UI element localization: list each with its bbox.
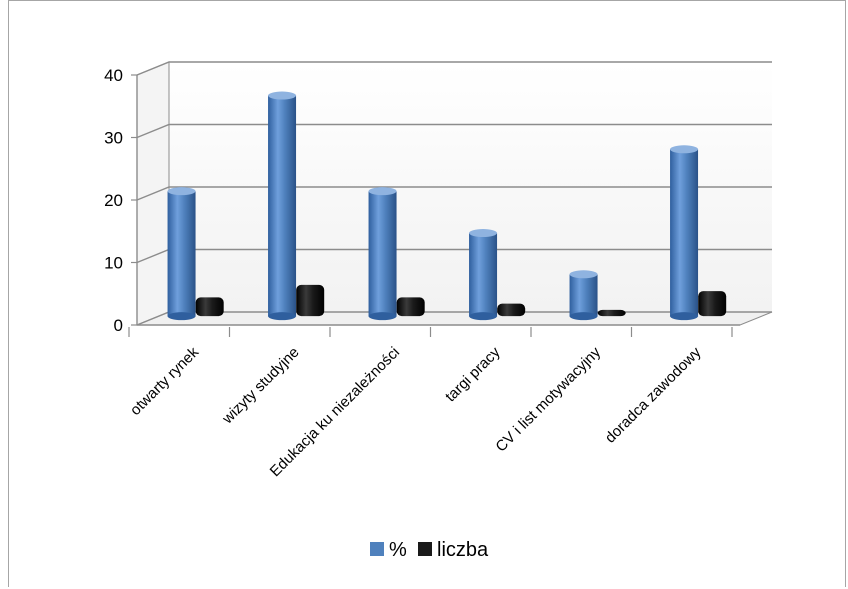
- y-tick-label: 10: [104, 254, 123, 273]
- bar: [497, 303, 526, 317]
- bar: [569, 270, 598, 321]
- legend: % liczba: [370, 539, 489, 561]
- bar-bottom: [670, 312, 699, 321]
- y-tick-label: 40: [104, 66, 123, 85]
- bar-bottom: [368, 312, 397, 321]
- bar-body: [670, 149, 699, 317]
- chart-frame: [8, 0, 846, 587]
- bar: [396, 297, 425, 317]
- x-tick-label: wizyty studyjne: [219, 344, 303, 428]
- y-tick-label: 0: [114, 316, 123, 335]
- bar-bottom: [469, 312, 498, 321]
- bar-top: [268, 91, 297, 100]
- bar-top: [368, 187, 397, 196]
- legend-swatch: [418, 542, 432, 556]
- bar-top: [670, 145, 699, 154]
- bar: [469, 229, 498, 321]
- bar-body: [368, 191, 397, 317]
- x-tick-label: CV i list motywacyjny: [492, 343, 604, 455]
- gridline: [136, 123, 772, 139]
- x-tick-label: otwarty rynek: [127, 343, 202, 418]
- x-tick-label: doradca zawodowy: [602, 343, 705, 446]
- legend-label: %: [389, 539, 407, 561]
- gridline: [136, 186, 772, 201]
- legend-item: %: [370, 539, 407, 561]
- bar-body: [497, 303, 526, 317]
- bar-top: [167, 187, 196, 196]
- bar: [670, 145, 699, 321]
- bar-body: [698, 291, 727, 317]
- bar: [698, 291, 727, 317]
- bar: [597, 309, 626, 317]
- legend-swatch: [370, 542, 384, 556]
- y-tick-label: 30: [104, 129, 123, 148]
- bar: [268, 91, 297, 321]
- bar-body: [268, 95, 297, 317]
- bar-bottom: [569, 312, 598, 321]
- y-tick-label: 20: [104, 191, 123, 210]
- bar-top: [569, 270, 598, 279]
- bar-body: [167, 191, 196, 317]
- bar-body: [569, 274, 598, 317]
- bars: [167, 91, 727, 321]
- bar: [368, 187, 397, 321]
- bar-bottom: [167, 312, 196, 321]
- bar-top: [469, 229, 498, 238]
- gridline: [136, 61, 772, 76]
- bar-bottom: [268, 312, 297, 321]
- bar-body: [296, 284, 325, 317]
- legend-label: liczba: [437, 539, 489, 561]
- y-axis: 0 10 20 30 40: [104, 66, 138, 335]
- bar-body: [469, 233, 498, 317]
- legend-item: liczba: [418, 539, 489, 561]
- bar: [195, 297, 224, 317]
- x-tick-label: targi pracy: [442, 343, 504, 405]
- bar-body: [396, 297, 425, 317]
- bar: [167, 187, 196, 321]
- bar-body: [597, 309, 626, 317]
- bar-body: [195, 297, 224, 317]
- bar: [296, 284, 325, 317]
